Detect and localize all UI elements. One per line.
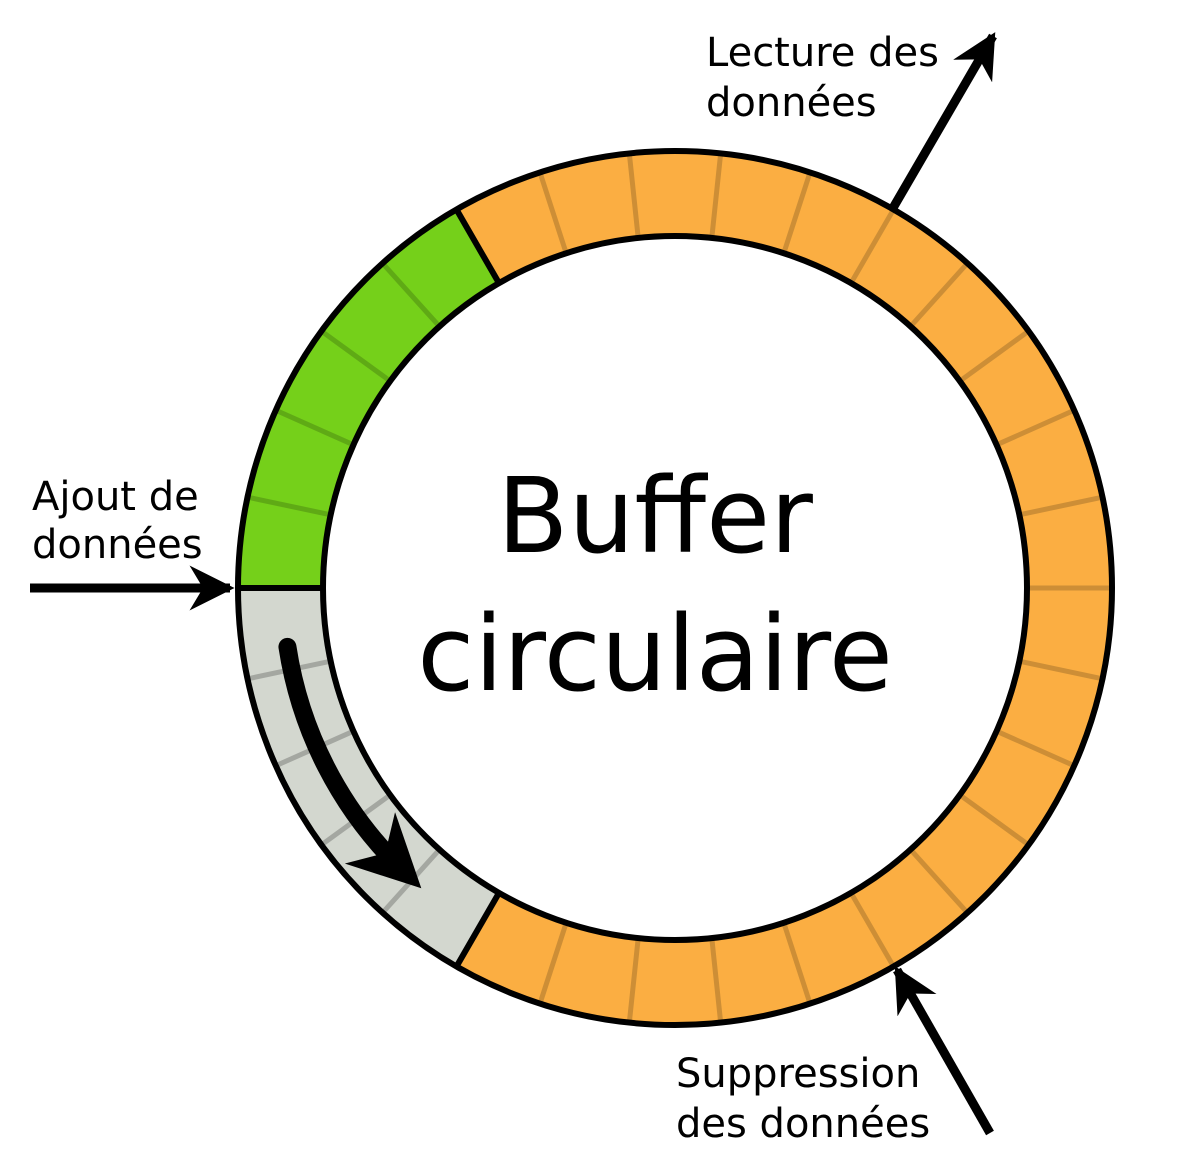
slot-divider: [247, 494, 332, 518]
slot-divider: [274, 407, 355, 448]
slot-divider: [908, 847, 970, 915]
slot-divider: [1018, 494, 1103, 518]
slot-divider: [626, 937, 641, 1023]
slot-divider: [995, 407, 1076, 448]
slot-divider: [958, 792, 1031, 847]
read-arrow: [889, 32, 997, 211]
slot-divider: [781, 171, 813, 255]
title-line-1: Buffer: [497, 455, 813, 577]
slot-divider: [380, 261, 442, 329]
slot-divider: [537, 921, 569, 1005]
title-line-2: circulaire: [417, 593, 893, 715]
ring-inner-outline: [320, 233, 1030, 943]
slot-divider: [848, 208, 896, 285]
slot-divider: [537, 171, 569, 255]
slot-divider: [709, 937, 724, 1023]
write-label-line-2: données: [32, 522, 203, 568]
slot-divider: [626, 153, 641, 239]
buffer-ring: [238, 151, 1112, 1025]
write-label-line-1: Ajout de: [32, 474, 199, 520]
region-boundaries: [238, 208, 502, 968]
slot-divider: [958, 329, 1031, 384]
slot-dividers: [247, 153, 1112, 1023]
remove-label-line-2: des données: [676, 1101, 931, 1147]
slot-divider: [319, 329, 392, 384]
delete-pointer-boundary: [453, 891, 502, 968]
pending-data-region: [456, 151, 1112, 1025]
remove-label-line-1: Suppression: [676, 1051, 921, 1097]
written-data-region: [238, 209, 499, 588]
slot-divider: [848, 891, 896, 968]
remove-arrow: [893, 966, 994, 1136]
read-label-line-1: Lecture des: [706, 30, 939, 76]
slot-divider: [709, 153, 724, 239]
slot-divider: [781, 921, 813, 1005]
read-label-line-2: données: [706, 80, 877, 126]
slot-divider: [908, 261, 970, 329]
read-pointer-boundary: [453, 208, 502, 285]
slot-divider: [995, 728, 1076, 769]
direction-arrow: [278, 637, 422, 889]
slot-divider: [1018, 658, 1103, 682]
